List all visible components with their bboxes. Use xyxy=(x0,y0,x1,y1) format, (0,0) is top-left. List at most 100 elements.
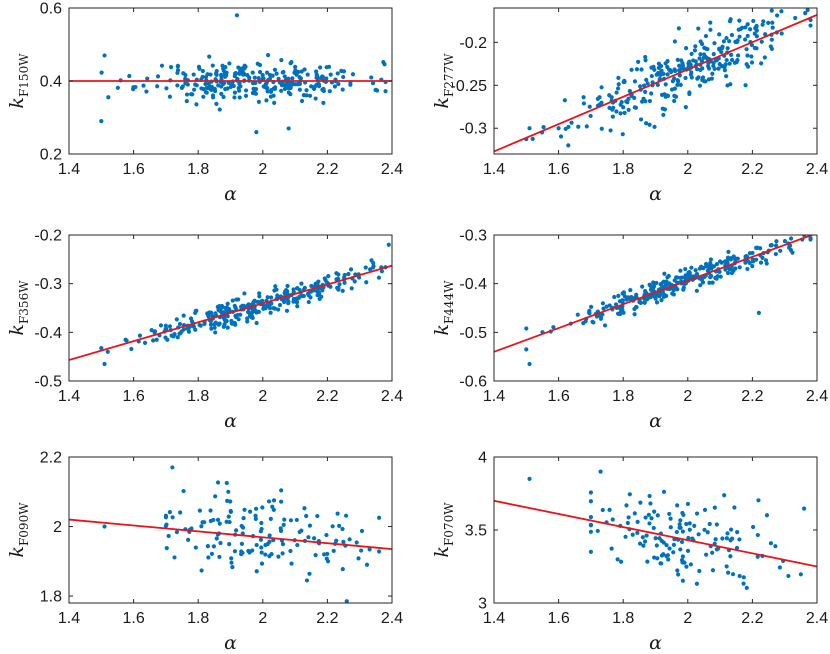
panel-f444w: 1.4 1.6 1.8 2 2.2 2.4 -0.6 -0.5 -0.4 -0.3 α kF444W xyxy=(431,228,828,433)
data-point xyxy=(268,516,273,521)
data-point xyxy=(185,82,190,87)
data-point xyxy=(632,79,638,84)
data-point xyxy=(273,85,278,90)
data-point xyxy=(576,124,581,129)
data-point xyxy=(620,298,625,303)
data-point xyxy=(254,542,259,548)
data-point xyxy=(305,291,311,296)
fit-line xyxy=(69,518,392,551)
data-point xyxy=(267,305,273,311)
data-point xyxy=(675,78,680,83)
data-point xyxy=(277,302,283,308)
data-point xyxy=(743,83,748,88)
data-point xyxy=(688,274,693,279)
data-point xyxy=(741,581,746,586)
data-point xyxy=(257,294,262,299)
data-point xyxy=(625,520,630,526)
data-point xyxy=(666,557,671,562)
data-point xyxy=(240,550,245,556)
x-tick-label: 1.8 xyxy=(612,610,634,627)
data-point xyxy=(626,295,631,300)
data-point xyxy=(720,44,725,49)
data-point xyxy=(181,488,186,494)
y-tick-label: -0.5 xyxy=(34,374,62,391)
x-tick-label: 2.2 xyxy=(741,161,763,178)
data-point xyxy=(760,22,765,27)
data-point xyxy=(551,325,556,330)
data-point xyxy=(587,104,592,109)
data-point xyxy=(777,565,782,570)
data-point xyxy=(230,298,235,303)
data-point xyxy=(698,52,703,57)
data-point xyxy=(129,346,134,352)
data-point xyxy=(223,87,228,92)
data-point xyxy=(194,83,199,88)
data-point xyxy=(197,508,202,513)
data-point xyxy=(172,331,177,337)
data-point xyxy=(584,124,589,129)
data-point xyxy=(734,39,740,45)
data-point xyxy=(220,81,226,87)
data-point xyxy=(297,81,302,86)
data-point xyxy=(251,86,256,91)
data-point xyxy=(687,527,692,532)
data-point xyxy=(238,84,243,89)
data-point xyxy=(245,319,250,324)
x-tick-label: 1.4 xyxy=(58,388,80,405)
data-point xyxy=(322,552,327,557)
data-point xyxy=(743,25,748,30)
y-tick-label: 2 xyxy=(53,519,62,536)
data-point xyxy=(342,280,347,285)
x-tick-label: 2.2 xyxy=(316,161,338,178)
data-point xyxy=(363,265,368,270)
data-point xyxy=(707,280,712,285)
data-point xyxy=(293,64,298,69)
data-point xyxy=(198,323,203,328)
data-point xyxy=(270,73,275,78)
data-point xyxy=(386,242,391,247)
data-point xyxy=(745,53,750,58)
data-point xyxy=(219,74,224,79)
data-point xyxy=(628,288,633,293)
data-point xyxy=(769,37,774,42)
data-point xyxy=(635,519,640,524)
data-point xyxy=(575,312,580,317)
data-point xyxy=(692,523,697,528)
data-point xyxy=(632,511,637,516)
data-point xyxy=(683,266,688,272)
data-point xyxy=(743,254,748,259)
data-point xyxy=(566,143,571,148)
y-tick-label: -0.5 xyxy=(459,325,487,342)
x-tick-label: 1.4 xyxy=(58,610,80,627)
data-point xyxy=(588,490,594,495)
data-point xyxy=(556,126,561,131)
data-point xyxy=(645,81,650,86)
data-point xyxy=(205,544,210,549)
data-point xyxy=(696,532,701,537)
data-point xyxy=(638,500,643,505)
y-tick-label: 0.4 xyxy=(40,74,62,91)
data-point xyxy=(731,268,736,273)
data-point xyxy=(668,516,673,521)
data-point xyxy=(296,69,301,75)
data-point xyxy=(155,74,161,79)
data-point xyxy=(348,267,354,272)
data-point xyxy=(299,98,305,104)
data-point xyxy=(221,310,227,315)
data-point xyxy=(614,90,619,95)
data-point xyxy=(689,70,694,75)
y-axis-label-main: k xyxy=(6,97,28,109)
data-point xyxy=(769,46,775,51)
data-point xyxy=(199,568,204,573)
data-point xyxy=(340,87,345,92)
data-point xyxy=(246,310,251,315)
data-point xyxy=(618,111,623,116)
data-point xyxy=(271,507,276,512)
data-point xyxy=(801,506,807,511)
data-point xyxy=(634,67,640,72)
data-point xyxy=(608,128,613,133)
data-point xyxy=(759,61,764,66)
data-point xyxy=(524,347,529,352)
data-point xyxy=(183,72,188,78)
